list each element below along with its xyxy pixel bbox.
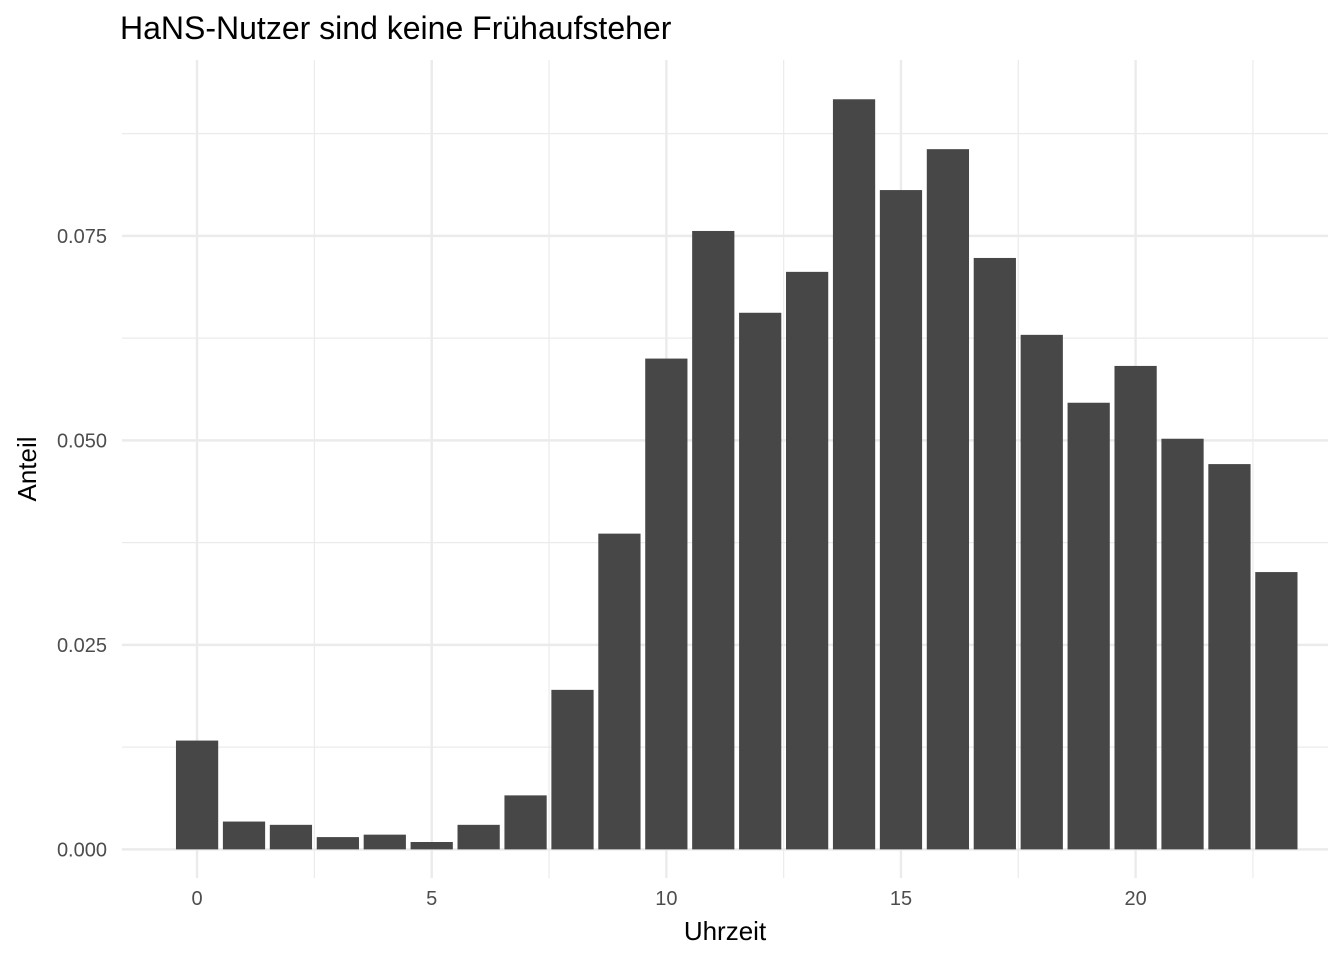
bar-hour-2 bbox=[269, 824, 313, 850]
x-tick-label: 0 bbox=[192, 888, 203, 910]
bar-hour-13 bbox=[786, 271, 829, 850]
x-tick-label: 10 bbox=[655, 888, 677, 910]
y-tick-label: 0.050 bbox=[57, 430, 107, 452]
x-tick-label: 20 bbox=[1124, 888, 1146, 910]
y-tick-label: 0.025 bbox=[57, 635, 107, 657]
y-tick-label: 0.000 bbox=[57, 839, 107, 861]
tick-labels: 0 5 10 15 20 0.000 0.025 0.050 0.075 bbox=[57, 226, 1147, 910]
bar-hour-4 bbox=[363, 834, 406, 850]
bar-hour-9 bbox=[598, 533, 641, 850]
bar-hour-10 bbox=[645, 358, 688, 850]
bar-hour-17 bbox=[973, 257, 1016, 850]
bar-hour-15 bbox=[879, 190, 923, 850]
bar-hour-23 bbox=[1255, 572, 1298, 850]
x-tick-label: 15 bbox=[890, 888, 912, 910]
bar-hour-8 bbox=[551, 689, 594, 850]
bar-hour-7 bbox=[504, 795, 547, 850]
bar-hour-14 bbox=[832, 99, 876, 850]
bar-hour-6 bbox=[457, 824, 500, 850]
bar-hour-1 bbox=[222, 821, 266, 850]
bar-hour-18 bbox=[1020, 334, 1063, 850]
bar-hour-0 bbox=[175, 740, 219, 850]
bar-hour-3 bbox=[316, 837, 359, 850]
x-axis-label: Uhrzeit bbox=[684, 916, 767, 946]
bar-hour-16 bbox=[926, 149, 970, 850]
bar-hour-5 bbox=[410, 842, 453, 850]
bar-hour-20 bbox=[1114, 365, 1157, 850]
y-axis-label: Anteil bbox=[12, 436, 42, 501]
y-tick-label: 0.075 bbox=[57, 226, 107, 248]
bar-hour-11 bbox=[692, 230, 735, 850]
chart-title: HaNS-Nutzer sind keine Frühaufsteher bbox=[120, 10, 672, 46]
bars bbox=[175, 99, 1298, 850]
bar-hour-22 bbox=[1208, 464, 1251, 850]
x-tick-label: 5 bbox=[426, 888, 437, 910]
bar-hour-12 bbox=[739, 312, 782, 850]
bar-hour-19 bbox=[1067, 402, 1110, 850]
bar-hour-21 bbox=[1161, 438, 1204, 850]
